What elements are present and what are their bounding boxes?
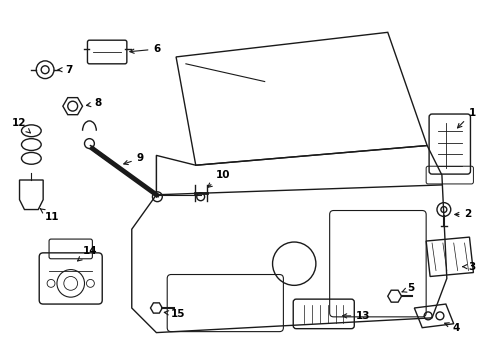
- Text: 10: 10: [207, 170, 229, 187]
- Text: 6: 6: [130, 44, 161, 54]
- Text: 1: 1: [457, 108, 475, 128]
- Text: 9: 9: [123, 153, 143, 165]
- Text: 2: 2: [454, 210, 471, 220]
- Text: 8: 8: [86, 98, 102, 108]
- Text: 4: 4: [444, 323, 459, 333]
- Text: 5: 5: [401, 283, 414, 293]
- Text: 14: 14: [78, 246, 97, 261]
- Text: 13: 13: [342, 311, 370, 321]
- Text: 12: 12: [12, 118, 30, 133]
- Text: 3: 3: [462, 262, 475, 272]
- Text: 7: 7: [58, 65, 72, 75]
- Text: 15: 15: [164, 309, 185, 319]
- Text: 11: 11: [40, 208, 60, 222]
